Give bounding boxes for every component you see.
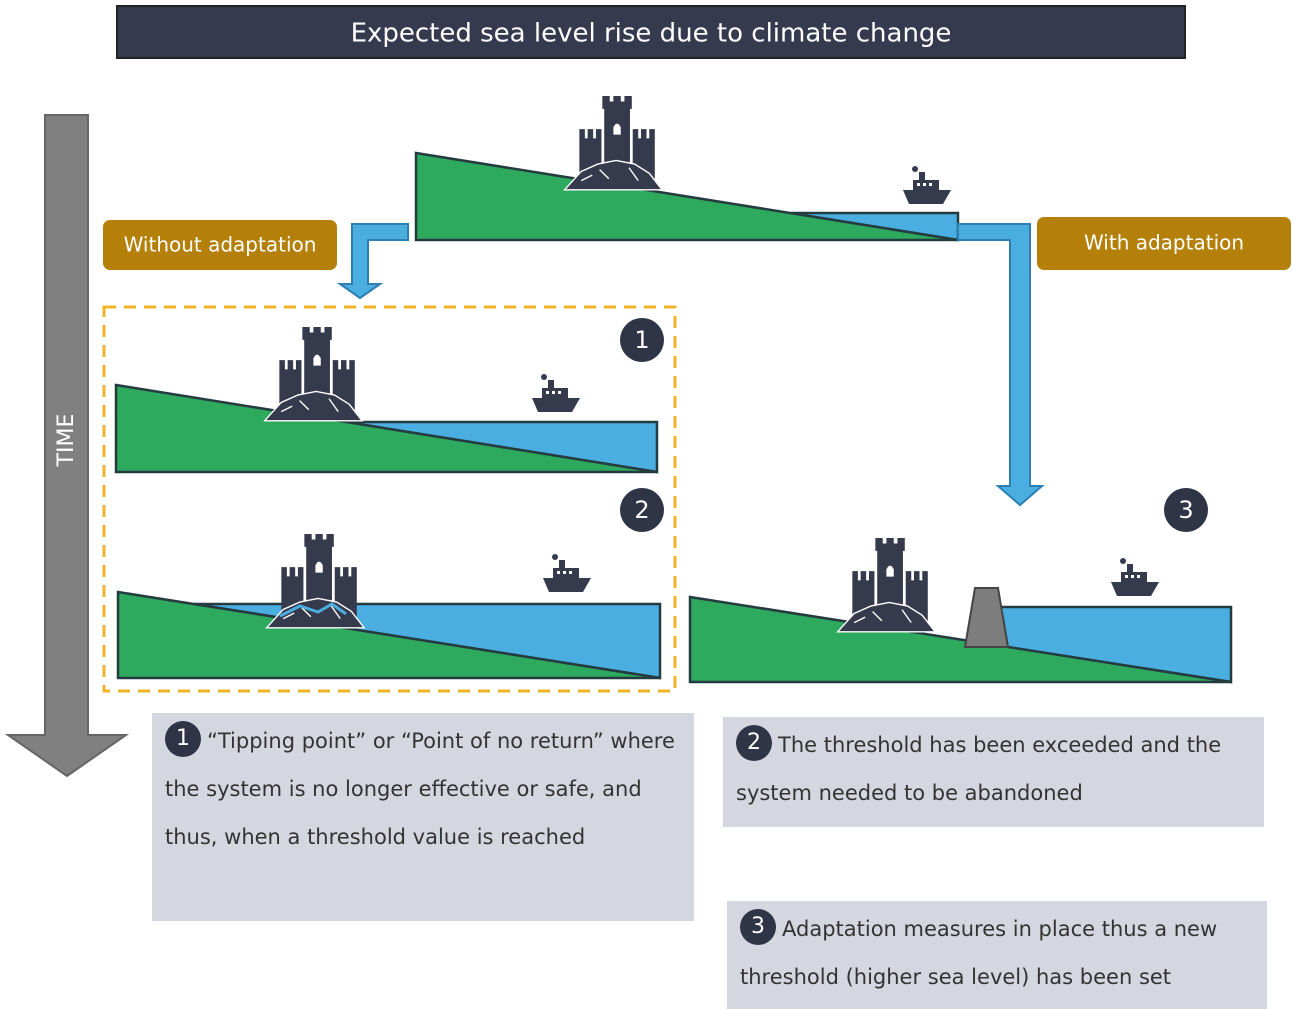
scene-3 bbox=[690, 538, 1231, 682]
note-number: 3 bbox=[740, 909, 776, 945]
with-arrow bbox=[958, 224, 1042, 505]
with-label: With adaptation bbox=[1084, 231, 1244, 255]
note: 1“Tipping point” or “Point of no return”… bbox=[152, 713, 694, 921]
note-text: “Tipping point” or “Point of no return” … bbox=[165, 729, 675, 849]
page: Expected sea level rise due to climate c… bbox=[0, 0, 1293, 1009]
marker: 2 bbox=[634, 496, 649, 524]
without-arrow bbox=[340, 224, 408, 298]
title: Expected sea level rise due to climate c… bbox=[351, 19, 952, 49]
note-number: 2 bbox=[736, 725, 772, 761]
dike bbox=[965, 588, 1008, 647]
note-number: 1 bbox=[165, 721, 201, 757]
scene-2 bbox=[118, 534, 660, 678]
note-text: The threshold has been exceeded and the … bbox=[736, 733, 1221, 805]
note-text: Adaptation measures in place thus a new … bbox=[740, 917, 1217, 989]
initial-scene bbox=[416, 96, 958, 240]
marker: 1 bbox=[634, 326, 649, 354]
scene-1 bbox=[116, 327, 657, 472]
marker: 3 bbox=[1178, 496, 1193, 524]
time-label: TIME bbox=[54, 414, 79, 468]
without-label: Without adaptation bbox=[124, 233, 317, 257]
